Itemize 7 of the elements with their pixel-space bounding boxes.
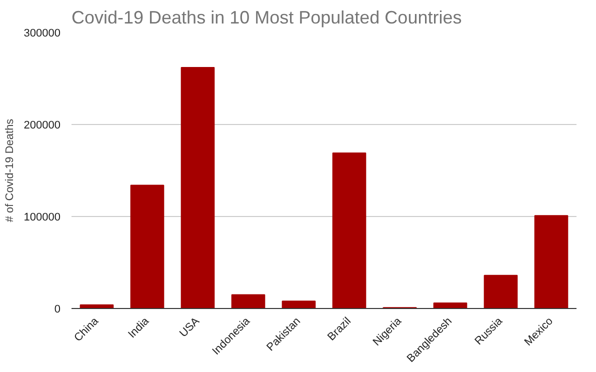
chart-title: Covid-19 Deaths in 10 Most Populated Countries <box>72 8 462 28</box>
y-tick-label: 200000 <box>24 120 61 132</box>
y-axis-title: # of Covid-19 Deaths <box>4 118 16 222</box>
y-tick-label: 0 <box>54 304 61 316</box>
x-tick-label: USA <box>178 314 202 340</box>
y-tick-label: 300000 <box>24 28 61 40</box>
y-tick-label: 100000 <box>24 212 61 224</box>
